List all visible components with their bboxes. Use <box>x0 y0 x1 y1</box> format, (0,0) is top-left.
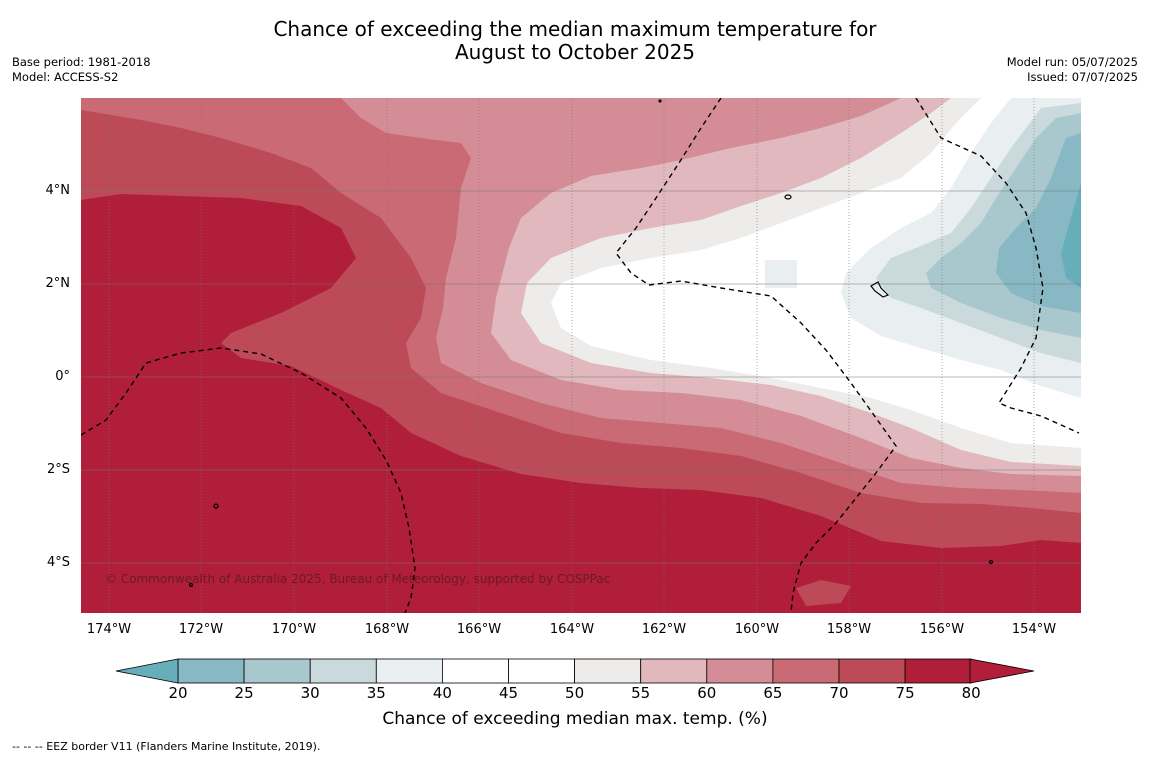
colorbar-tick-label: 35 <box>366 684 386 702</box>
colorbar-cell <box>904 658 972 684</box>
meta-right: Model run: 05/07/2025 Issued: 07/07/2025 <box>1007 55 1138 85</box>
title-line-1: Chance of exceeding the median maximum t… <box>273 17 877 41</box>
colorbar-cell <box>640 658 708 684</box>
colorbar <box>115 658 1035 684</box>
temperature-probability-map <box>81 98 1081 613</box>
eez-border-west <box>81 347 416 613</box>
eez-border-east <box>915 98 1080 434</box>
copyright-notice: © Commonwealth of Australia 2025, Bureau… <box>105 572 611 586</box>
colorbar-cell <box>375 658 443 684</box>
colorbar-high-arrow <box>969 658 1035 684</box>
colorbar-cell <box>772 658 840 684</box>
colorbar-cells <box>177 658 972 684</box>
graticule <box>81 98 1081 613</box>
colorbar-tick-label: 20 <box>168 684 188 702</box>
colorbar-tick-label: 70 <box>829 684 849 702</box>
colorbar-tick-label: 40 <box>432 684 452 702</box>
map-title: Chance of exceeding the median maximum t… <box>0 18 1150 64</box>
colorbar-tick-label: 60 <box>697 684 717 702</box>
colorbar-cell <box>574 658 642 684</box>
meta-left: Base period: 1981-2018 Model: ACCESS-S2 <box>12 55 151 85</box>
map-panel <box>81 98 1081 613</box>
lon-label: 162°W <box>641 622 687 637</box>
band-45-55 <box>551 98 1081 448</box>
lat-label-2n: 2°N <box>45 276 71 291</box>
island-icon <box>870 281 890 298</box>
band-25-30 <box>996 133 1081 313</box>
colorbar-tick-label: 25 <box>234 684 254 702</box>
lon-label: 166°W <box>456 622 502 637</box>
eez-borders <box>81 98 1080 613</box>
issued-text: Issued: 07/07/2025 <box>1027 70 1138 84</box>
colorbar-tick-label: 80 <box>961 684 981 702</box>
island-icon <box>784 194 792 200</box>
base-period-text: Base period: 1981-2018 <box>12 55 151 69</box>
colorbar-cell <box>177 658 245 684</box>
colorbar-tick-label: 45 <box>498 684 519 702</box>
lat-label-4n: 4°N <box>45 183 71 198</box>
lon-label: 172°W <box>178 622 224 637</box>
lon-label: 154°W <box>1011 622 1057 637</box>
island-icon <box>988 559 994 565</box>
colorbar-cell <box>309 658 377 684</box>
lon-label: 160°W <box>734 622 780 637</box>
band-75-80-patch <box>796 580 851 606</box>
colorbar-tick-label: 55 <box>631 684 651 702</box>
model-text: Model: ACCESS-S2 <box>12 70 119 84</box>
island-icon <box>658 99 662 103</box>
eez-footnote: -- -- -- EEZ border V11 (Flanders Marine… <box>12 740 321 753</box>
island-icon <box>213 503 219 509</box>
colorbar-tick-label: 65 <box>763 684 783 702</box>
band-20-25 <box>1061 183 1081 288</box>
colorbar-tick-label: 50 <box>565 684 585 702</box>
lat-label-2s: 2°S <box>46 462 70 477</box>
colorbar-cell <box>838 658 906 684</box>
colorbar-cell <box>706 658 774 684</box>
lat-label-4s: 4°S <box>46 555 70 570</box>
model-run-text: Model run: 05/07/2025 <box>1006 55 1138 69</box>
title-line-2: August to October 2025 <box>454 40 696 64</box>
lon-label: 156°W <box>919 622 965 637</box>
colorbar-tick-label: 30 <box>300 684 320 702</box>
colorbar-cell <box>441 658 509 684</box>
colorbar-cell <box>243 658 311 684</box>
lat-label-0: 0° <box>55 369 70 384</box>
lon-label: 170°W <box>271 622 317 637</box>
colorbar-label: Chance of exceeding median max. temp. (%… <box>382 709 768 729</box>
lon-label: 158°W <box>826 622 872 637</box>
patch-40-45 <box>765 260 797 288</box>
colorbar-cell <box>508 658 575 684</box>
colorbar-low-arrow <box>115 658 179 684</box>
lon-label: 164°W <box>549 622 595 637</box>
islands <box>188 99 994 588</box>
lon-label: 168°W <box>364 622 410 637</box>
lon-label: 174°W <box>86 622 132 637</box>
colorbar-tick-label: 75 <box>895 684 915 702</box>
island-icon <box>188 582 194 588</box>
eez-border-central <box>615 98 897 613</box>
